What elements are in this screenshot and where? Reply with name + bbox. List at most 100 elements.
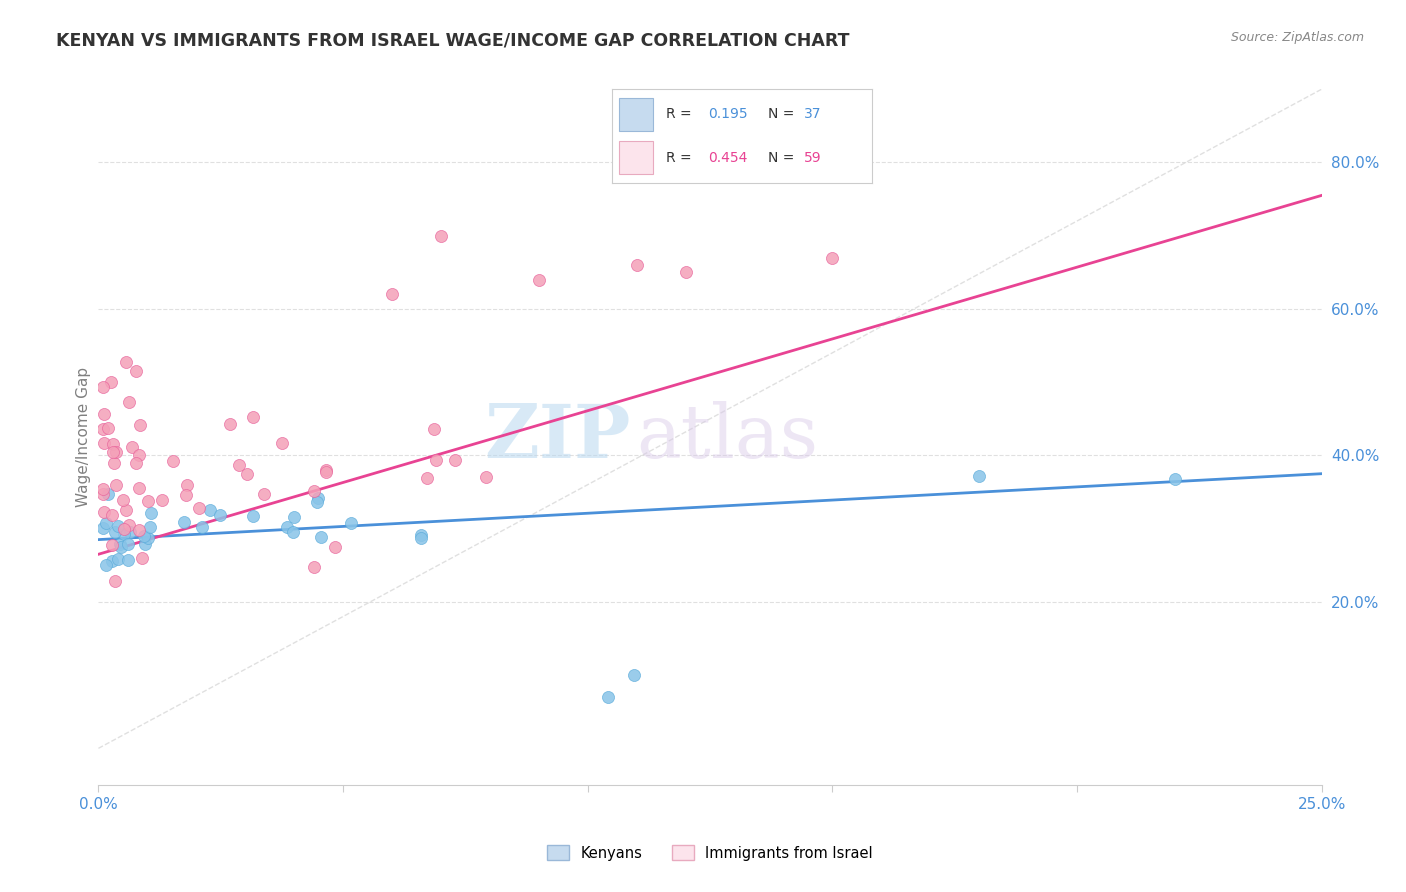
Point	[128, 524, 150, 538]
Point	[115, 503, 138, 517]
Point	[103, 457, 125, 471]
Point	[623, 668, 645, 682]
Point	[430, 228, 453, 243]
Point	[242, 508, 264, 523]
Point	[101, 445, 124, 459]
Point	[91, 521, 114, 535]
Point	[100, 508, 122, 523]
Point	[132, 529, 155, 543]
Point	[139, 507, 162, 521]
Point	[118, 517, 141, 532]
Point	[253, 487, 276, 501]
Point	[409, 531, 432, 545]
Point	[128, 448, 150, 462]
Text: R =: R =	[666, 151, 696, 164]
Point	[323, 540, 346, 554]
Point	[198, 503, 221, 517]
Point	[527, 272, 550, 286]
Point	[162, 454, 184, 468]
Point	[411, 528, 433, 542]
Point	[131, 551, 153, 566]
Point	[188, 501, 211, 516]
Point	[91, 422, 114, 436]
Point	[118, 524, 141, 539]
Text: KENYAN VS IMMIGRANTS FROM ISRAEL WAGE/INCOME GAP CORRELATION CHART: KENYAN VS IMMIGRANTS FROM ISRAEL WAGE/IN…	[56, 31, 849, 49]
Point	[236, 467, 259, 481]
Point	[1164, 472, 1187, 486]
Point	[128, 481, 150, 495]
Point	[307, 491, 329, 506]
Point	[93, 505, 115, 519]
Point	[103, 437, 125, 451]
Text: 37: 37	[804, 108, 821, 121]
Point	[150, 493, 173, 508]
Point	[174, 488, 197, 502]
Point	[121, 440, 143, 454]
Text: 0.454: 0.454	[707, 151, 747, 164]
Point	[176, 478, 198, 492]
Point	[136, 494, 159, 508]
Point	[283, 510, 305, 524]
Point	[108, 537, 131, 551]
Point	[100, 375, 122, 389]
Point	[97, 421, 120, 435]
FancyBboxPatch shape	[620, 97, 654, 131]
Point	[173, 515, 195, 529]
Point	[96, 558, 118, 572]
Point	[112, 523, 135, 537]
Point	[444, 453, 467, 467]
Point	[596, 690, 619, 704]
Text: N =: N =	[768, 108, 799, 121]
Point	[228, 458, 250, 472]
Point	[134, 536, 156, 550]
Point	[107, 519, 129, 533]
Point	[117, 537, 139, 551]
Point	[242, 409, 264, 424]
Point	[309, 530, 332, 544]
FancyBboxPatch shape	[620, 141, 654, 175]
Point	[304, 560, 326, 574]
Point	[271, 435, 294, 450]
Point	[115, 355, 138, 369]
Point	[425, 453, 447, 467]
Point	[112, 493, 135, 508]
Text: N =: N =	[768, 151, 799, 164]
Point	[315, 463, 337, 477]
Text: atlas: atlas	[637, 401, 818, 474]
Point	[675, 265, 697, 279]
Text: 0.195: 0.195	[707, 108, 748, 121]
Point	[112, 527, 135, 541]
Point	[422, 422, 444, 436]
Point	[129, 418, 152, 433]
Point	[91, 379, 114, 393]
Point	[276, 520, 298, 534]
Point	[967, 469, 990, 483]
Point	[626, 258, 648, 272]
Point	[117, 552, 139, 566]
Point	[136, 531, 159, 545]
Point	[91, 483, 114, 497]
Point	[302, 483, 325, 498]
Point	[104, 574, 127, 589]
Point	[104, 445, 127, 459]
Text: ZIP: ZIP	[484, 401, 630, 474]
Point	[125, 364, 148, 378]
Point	[340, 516, 363, 531]
Legend: Kenyans, Immigrants from Israel: Kenyans, Immigrants from Israel	[540, 838, 880, 868]
Point	[381, 287, 404, 301]
Point	[118, 394, 141, 409]
Point	[93, 435, 115, 450]
Point	[104, 524, 127, 539]
Point	[93, 408, 115, 422]
Point	[307, 495, 329, 509]
Point	[124, 456, 146, 470]
Point	[110, 540, 132, 554]
Point	[281, 524, 304, 539]
Point	[474, 470, 496, 484]
Point	[219, 417, 242, 432]
Point	[91, 486, 114, 500]
Point	[191, 520, 214, 534]
Point	[100, 538, 122, 552]
Text: R =: R =	[666, 108, 696, 121]
Y-axis label: Wage/Income Gap: Wage/Income Gap	[76, 367, 91, 508]
